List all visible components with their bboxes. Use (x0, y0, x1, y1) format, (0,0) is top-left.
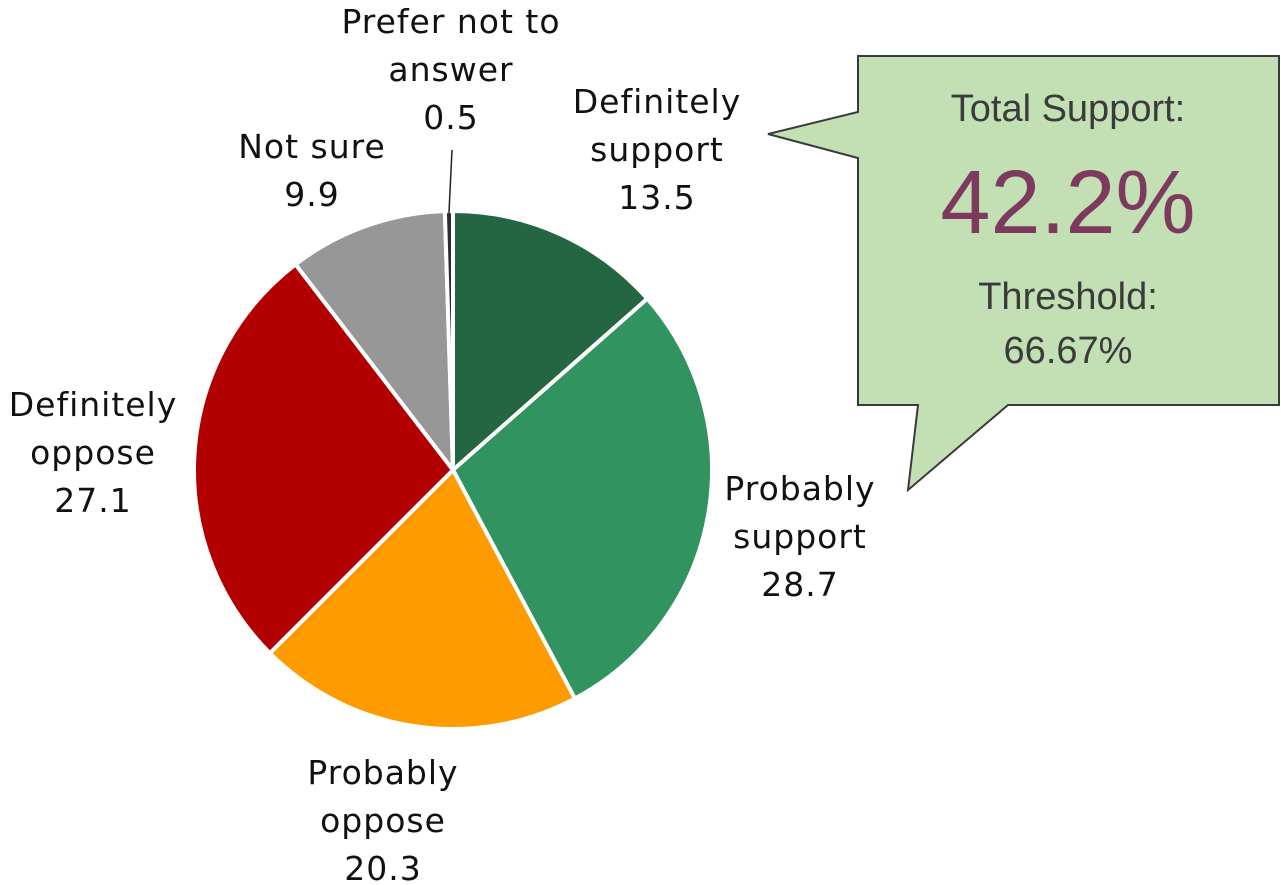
slice-category-text: oppose (320, 801, 446, 840)
callout-heading: Total Support: (950, 88, 1186, 130)
slice-category-text: Probably (724, 469, 875, 508)
slice-category-text: answer (388, 50, 513, 89)
slice-value-text: 13.5 (618, 178, 695, 217)
slice-label-prefer-not-to-answer: Prefer not to answer 0.5 (341, 2, 560, 137)
slice-value-text: 27.1 (54, 481, 131, 520)
callout-bubble-shape (767, 55, 1280, 493)
slice-labels: Definitely support 13.5 Probably support 28.7… (9, 2, 875, 885)
callout-threshold-label: Threshold: (978, 276, 1158, 318)
slice-category-text: Not sure (238, 127, 386, 166)
slice-category-text: Probably (307, 753, 458, 792)
callout-bubble (767, 55, 1280, 493)
slice-category-text: support (733, 517, 867, 556)
slice-category-text: Definitely (573, 82, 742, 121)
slice-label-not-sure: Not sure 9.9 (238, 127, 386, 214)
slice-label-probably-support: Probably support 28.7 (724, 469, 875, 604)
slice-category-text: Definitely (9, 385, 178, 424)
slice-label-definitely-support: Definitely support 13.5 (573, 82, 742, 217)
slice-value-text: 9.9 (284, 175, 339, 214)
leader-lines (448, 149, 453, 214)
slice-category-text: oppose (30, 433, 156, 472)
pie-slices (192, 209, 714, 731)
pie-slice-probably-support (451, 296, 714, 701)
leader-line-prefer-not-to-answer (448, 149, 453, 214)
callout-total-support-value: 42.2% (940, 153, 1196, 253)
slice-value-text: 20.3 (344, 849, 421, 885)
pie-slice-definitely-support (451, 209, 650, 472)
callout-threshold-value: 66.67% (1003, 330, 1133, 372)
slice-value-text: 28.7 (761, 565, 838, 604)
slice-value-text: 0.5 (423, 98, 478, 137)
pie-slice-not-sure (293, 209, 455, 472)
pie-slice-probably-oppose (267, 468, 577, 731)
slice-category-text: support (590, 130, 724, 169)
pie-slice-definitely-oppose (192, 262, 455, 656)
slice-category-text: Prefer not to (341, 2, 560, 41)
slice-label-definitely-oppose: Definitely oppose 27.1 (9, 385, 178, 520)
slice-label-probably-oppose: Probably oppose 20.3 (307, 753, 458, 885)
